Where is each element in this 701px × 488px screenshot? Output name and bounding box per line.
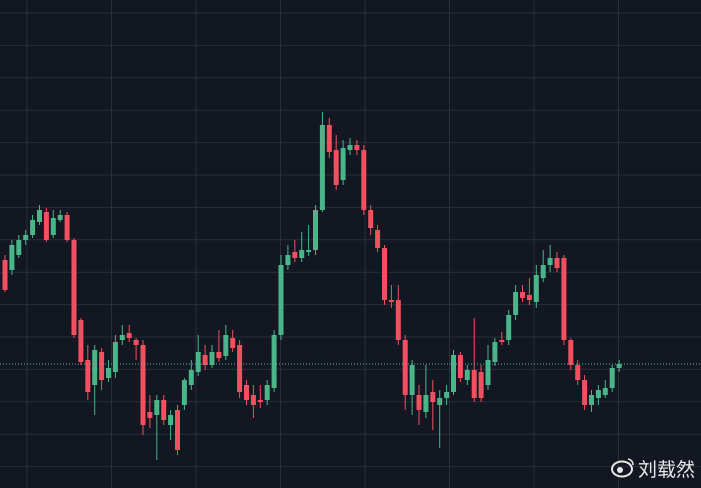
candle-body — [554, 258, 560, 268]
candle-body — [119, 335, 125, 340]
candle-body — [326, 125, 332, 152]
candle-body — [333, 150, 339, 185]
candle-body — [195, 352, 201, 372]
candle-body — [126, 333, 132, 338]
candle-body — [526, 295, 532, 300]
candle-body — [181, 380, 187, 405]
candle-body — [230, 338, 236, 348]
candle-body — [264, 385, 270, 400]
candle-body — [292, 252, 298, 258]
candle-body — [375, 230, 381, 248]
candle-body — [99, 352, 105, 380]
candle-body — [112, 342, 118, 372]
candle-body — [278, 265, 284, 335]
candle-body — [589, 395, 594, 405]
candle-body — [154, 400, 160, 415]
candle-body — [547, 258, 553, 265]
candle-body — [595, 390, 601, 398]
candle-body — [313, 210, 318, 250]
candle-body — [402, 340, 408, 395]
candle-body — [478, 372, 484, 398]
candle-body — [161, 400, 167, 420]
candle-body — [285, 255, 291, 265]
candle-body — [540, 265, 546, 278]
candle-body — [423, 395, 429, 412]
candle-body — [299, 250, 305, 258]
watermark: 刘载然 — [611, 458, 695, 481]
candle-body — [319, 125, 325, 210]
candle-body — [168, 415, 174, 425]
candle-body — [602, 388, 608, 395]
candle-body — [354, 145, 360, 150]
candle-body — [257, 400, 263, 402]
candle-body — [30, 220, 36, 235]
candle-body — [409, 365, 415, 395]
candle-body — [533, 275, 539, 302]
candle-body — [492, 342, 498, 362]
candle-body — [471, 370, 477, 398]
candle-body — [147, 412, 153, 418]
candle-body — [106, 368, 111, 378]
candle-body — [78, 320, 84, 362]
candle-body — [2, 260, 8, 290]
candle-body — [140, 345, 146, 425]
watermark-text: 刘载然 — [638, 459, 695, 481]
candle-body — [609, 368, 615, 388]
candle-body — [575, 365, 581, 380]
candle-body — [85, 360, 91, 392]
weibo-icon — [611, 460, 633, 478]
candle-body — [513, 292, 519, 315]
candle-body — [361, 150, 367, 210]
candle-body — [582, 380, 588, 405]
candle-body — [616, 364, 622, 368]
candle-body — [37, 210, 42, 222]
candle-body — [237, 345, 243, 392]
candle-body — [499, 340, 505, 342]
candle-body — [250, 395, 256, 405]
candle-body — [188, 370, 194, 385]
weibo-icon-wave — [627, 458, 634, 466]
candle-body — [202, 355, 208, 365]
candle-body — [388, 300, 394, 302]
candle-body — [437, 398, 443, 405]
weibo-icon-eye — [617, 467, 623, 473]
candle-body — [50, 218, 56, 235]
candle-body — [457, 355, 463, 378]
candle-body — [395, 300, 401, 340]
candle-body — [506, 315, 512, 340]
candle-body — [9, 245, 15, 270]
candle-body — [71, 240, 77, 335]
candle-body — [382, 248, 387, 300]
candle-body — [444, 392, 450, 398]
candle-body — [464, 370, 470, 380]
candle-body — [223, 335, 229, 356]
candle-body — [175, 410, 180, 450]
candle-body — [271, 335, 277, 388]
candle-body — [520, 292, 525, 298]
candle-body — [347, 145, 353, 150]
candle-body — [244, 385, 249, 400]
candle-body — [16, 240, 22, 255]
candle-body — [306, 250, 312, 252]
candle-body — [416, 395, 422, 410]
candle-body — [43, 212, 49, 240]
candle-body — [23, 235, 29, 240]
candle-body — [57, 215, 63, 220]
candle-body — [216, 352, 222, 358]
candle-body — [64, 215, 70, 240]
candle-body — [368, 210, 374, 228]
candles — [0, 112, 701, 460]
candle-body — [430, 392, 436, 402]
candle-body — [451, 355, 456, 392]
candle-body — [568, 340, 574, 365]
candle-body — [133, 340, 139, 345]
candle-body — [340, 148, 346, 180]
candle-body — [485, 360, 491, 385]
candle-body — [92, 350, 98, 385]
candle-body — [561, 258, 567, 340]
candle-body — [209, 352, 215, 365]
